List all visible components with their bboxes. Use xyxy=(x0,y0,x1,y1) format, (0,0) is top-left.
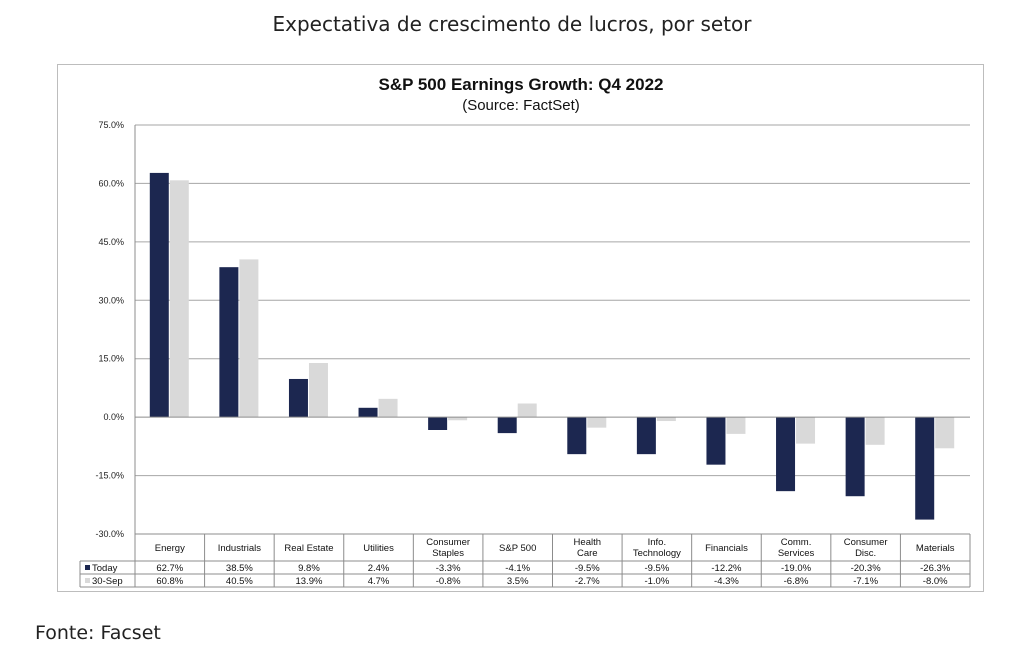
data-label: -19.0% xyxy=(781,563,812,574)
data-label: 3.5% xyxy=(507,576,529,587)
category-label: Consumer xyxy=(426,537,470,548)
data-label: -26.3% xyxy=(920,563,951,574)
category-label: Financials xyxy=(705,543,748,554)
data-label: 4.7% xyxy=(368,576,390,587)
page-heading: Expectativa de crescimento de lucros, po… xyxy=(272,12,752,36)
data-label: -8.0% xyxy=(923,576,948,587)
data-label: 38.5% xyxy=(226,563,253,574)
category-label: Real Estate xyxy=(284,543,333,554)
legend-swatch xyxy=(85,578,90,583)
bar-today xyxy=(567,417,587,455)
data-label: -3.3% xyxy=(436,563,461,574)
category-label: Comm. xyxy=(781,537,812,548)
bar-today xyxy=(358,407,378,418)
data-label: 9.8% xyxy=(298,563,320,574)
legend-label: Today xyxy=(92,563,118,574)
category-label: Utilities xyxy=(363,543,394,554)
bar-30-sep xyxy=(796,417,816,444)
data-label: -0.8% xyxy=(436,576,461,587)
bar-today xyxy=(915,417,935,520)
bar-today xyxy=(149,172,169,418)
category-label: Technology xyxy=(633,548,681,559)
source-value: Facset xyxy=(100,622,161,644)
data-label: -9.5% xyxy=(644,563,669,574)
data-label: 62.7% xyxy=(156,563,183,574)
data-label: -20.3% xyxy=(851,563,882,574)
bar-30-sep xyxy=(726,417,746,434)
data-label: 40.5% xyxy=(226,576,253,587)
source-note: Fonte: Facset xyxy=(35,622,161,644)
bar-today xyxy=(776,417,796,492)
data-label: 13.9% xyxy=(295,576,322,587)
y-tick-label: -15.0% xyxy=(95,471,124,481)
data-label: -4.3% xyxy=(714,576,739,587)
bar-today xyxy=(219,267,239,418)
category-label: Health xyxy=(574,537,601,548)
y-tick-label: 0.0% xyxy=(103,412,124,422)
legend-swatch xyxy=(85,565,90,570)
bar-today xyxy=(428,417,448,430)
bar-30-sep xyxy=(308,362,328,418)
category-label: Services xyxy=(778,548,815,559)
bar-30-sep xyxy=(865,417,885,445)
category-label: Info. xyxy=(648,537,667,548)
data-label: -6.8% xyxy=(784,576,809,587)
y-tick-label: 60.0% xyxy=(98,178,124,188)
category-label: Care xyxy=(577,548,598,559)
chart-subtitle: (Source: FactSet) xyxy=(462,97,580,114)
data-label: -4.1% xyxy=(505,563,530,574)
category-label: Consumer xyxy=(844,537,888,548)
y-tick-label: 15.0% xyxy=(98,354,124,364)
bar-30-sep xyxy=(935,417,955,449)
bar-today xyxy=(636,417,656,455)
bar-30-sep xyxy=(378,398,398,418)
category-label: S&P 500 xyxy=(499,543,536,554)
data-label: -12.2% xyxy=(711,563,742,574)
y-tick-label: -30.0% xyxy=(95,529,124,539)
bar-today xyxy=(497,417,517,434)
bar-30-sep xyxy=(656,417,676,422)
data-label: 60.8% xyxy=(156,576,183,587)
bar-today xyxy=(288,378,308,418)
data-label: -7.1% xyxy=(853,576,878,587)
category-label: Industrials xyxy=(218,543,262,554)
category-label: Disc. xyxy=(855,548,876,559)
y-tick-label: 45.0% xyxy=(98,237,124,247)
legend-label: 30-Sep xyxy=(92,576,123,587)
bar-today xyxy=(706,417,726,465)
bar-30-sep xyxy=(239,259,259,418)
bar-30-sep xyxy=(587,417,607,428)
bar-30-sep xyxy=(169,180,189,418)
source-label: Fonte: xyxy=(35,622,95,644)
data-label: 2.4% xyxy=(368,563,390,574)
y-tick-label: 75.0% xyxy=(98,120,124,130)
y-tick-label: 30.0% xyxy=(98,295,124,305)
chart-frame: S&P 500 Earnings Growth: Q4 2022 (Source:… xyxy=(57,64,984,592)
category-label: Materials xyxy=(916,543,955,554)
bar-30-sep xyxy=(448,417,468,421)
data-label: -2.7% xyxy=(575,576,600,587)
bar-today xyxy=(845,417,865,497)
category-label: Energy xyxy=(155,543,185,554)
bar-chart: S&P 500 Earnings Growth: Q4 2022 (Source:… xyxy=(79,75,971,588)
data-label: -9.5% xyxy=(575,563,600,574)
data-label: -1.0% xyxy=(644,576,669,587)
bar-30-sep xyxy=(517,403,537,418)
category-label: Staples xyxy=(432,548,464,559)
chart-title: S&P 500 Earnings Growth: Q4 2022 xyxy=(378,75,663,94)
